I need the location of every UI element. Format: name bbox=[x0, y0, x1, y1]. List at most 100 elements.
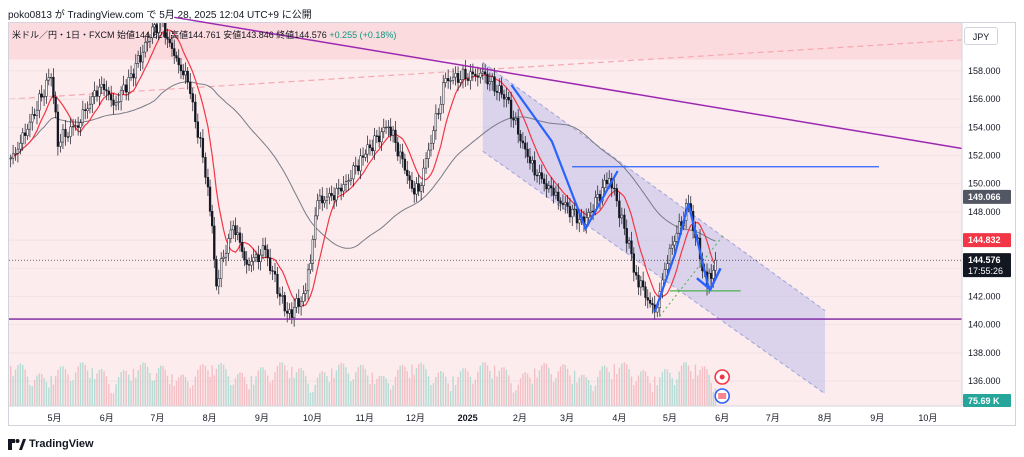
candle-body bbox=[637, 274, 640, 288]
blue-zigzag-2[interactable] bbox=[653, 203, 710, 313]
candle-body bbox=[84, 109, 87, 111]
candle-body bbox=[568, 206, 572, 218]
candle-body bbox=[620, 214, 624, 219]
volume-bar bbox=[479, 365, 481, 406]
candle-body bbox=[166, 36, 169, 40]
volume-bar bbox=[512, 392, 515, 406]
currency-button[interactable]: JPY bbox=[964, 27, 998, 45]
candle-body bbox=[349, 178, 353, 181]
time-axis-tick: 8月 bbox=[203, 413, 217, 423]
candle-body bbox=[33, 114, 36, 116]
volume-bar bbox=[345, 367, 347, 406]
volume-bar bbox=[613, 364, 615, 406]
volume-bar bbox=[669, 372, 671, 406]
tradingview-logo[interactable]: TradingView bbox=[8, 438, 94, 450]
volume-bar bbox=[454, 384, 457, 406]
candle-body bbox=[415, 183, 418, 195]
time-axis-tick: 7月 bbox=[150, 413, 164, 423]
candle-body bbox=[234, 225, 237, 235]
volume-bar bbox=[153, 380, 156, 406]
price-axis-tick: 158.000 bbox=[968, 66, 1001, 76]
volume-bar bbox=[350, 381, 352, 406]
volume-bar bbox=[215, 368, 218, 406]
volume-bar bbox=[608, 372, 610, 406]
volume-bar bbox=[628, 369, 630, 406]
candle-body bbox=[151, 26, 154, 39]
candle-body bbox=[399, 151, 402, 157]
candle-body bbox=[632, 253, 635, 273]
candle-body bbox=[396, 142, 399, 157]
volume-bar bbox=[173, 385, 175, 406]
volume-bar bbox=[357, 367, 359, 406]
volume-bar bbox=[697, 375, 699, 406]
time-axis-tick: 7月 bbox=[766, 413, 780, 423]
candle-body bbox=[220, 258, 223, 279]
symbol-label[interactable]: 米ドル／円・1日・FXCM bbox=[12, 30, 115, 40]
candle-body bbox=[538, 172, 541, 176]
candle-body bbox=[175, 55, 178, 59]
candle-body bbox=[368, 144, 372, 149]
volume-bar bbox=[157, 368, 160, 406]
volume-bar bbox=[477, 371, 479, 406]
candle-body bbox=[189, 81, 192, 94]
candle-body bbox=[243, 251, 246, 261]
volume-bar bbox=[269, 382, 271, 406]
candle-body bbox=[571, 209, 574, 218]
time-axis-tick: 10月 bbox=[918, 413, 937, 423]
volume-bar bbox=[654, 376, 656, 406]
candle-body bbox=[493, 76, 496, 92]
candle-body bbox=[254, 254, 258, 258]
economic-event-jp-dot bbox=[719, 374, 725, 380]
volume-bar bbox=[578, 377, 580, 406]
down-trendline[interactable] bbox=[174, 16, 963, 150]
volume-bar bbox=[552, 381, 555, 406]
volume-bar bbox=[122, 369, 125, 406]
volume-bar bbox=[692, 378, 694, 406]
publish-header: poko0813 が TradingView.com で 5月 28, 2025… bbox=[0, 0, 1024, 22]
volume-bar bbox=[647, 375, 649, 406]
volume-bar bbox=[128, 374, 130, 406]
candle-body bbox=[194, 101, 197, 123]
candle-body bbox=[498, 85, 501, 93]
volume-bar bbox=[239, 372, 241, 406]
volume-bar bbox=[164, 369, 166, 406]
blue-arrow[interactable] bbox=[696, 267, 722, 292]
volume-bar bbox=[529, 377, 531, 406]
candle-body bbox=[618, 200, 621, 219]
candle-body bbox=[323, 199, 326, 204]
volume-bar bbox=[569, 375, 571, 406]
volume-bar bbox=[469, 376, 472, 406]
volume-bar bbox=[484, 362, 486, 406]
volume-bar bbox=[673, 384, 676, 406]
volume-bar bbox=[166, 375, 169, 406]
volume-bar bbox=[135, 377, 137, 406]
volume-bar bbox=[331, 368, 333, 406]
candle-body bbox=[605, 180, 609, 185]
volume-bar bbox=[284, 365, 286, 406]
candle-body bbox=[420, 185, 423, 192]
candle-body bbox=[589, 210, 592, 213]
candle-body bbox=[335, 188, 338, 201]
candle-body bbox=[466, 78, 470, 81]
candle-body bbox=[81, 109, 84, 123]
volume-bar bbox=[243, 377, 246, 406]
candle-body bbox=[509, 99, 513, 119]
blue-zigzag-1[interactable] bbox=[510, 84, 619, 232]
volume-bar bbox=[204, 365, 207, 406]
candle-body bbox=[91, 96, 94, 105]
volume-bar bbox=[36, 375, 38, 406]
volume-bar bbox=[255, 376, 257, 406]
candle-body bbox=[100, 84, 103, 88]
volume-bar bbox=[437, 372, 440, 406]
candle-body bbox=[268, 257, 272, 271]
price-axis-tick: 142.000 bbox=[968, 292, 1001, 302]
countdown-label: 17:55:26 bbox=[968, 266, 1003, 276]
candle-body bbox=[173, 48, 176, 56]
candle-body bbox=[266, 249, 269, 259]
volume-bar bbox=[383, 375, 385, 406]
candle-body bbox=[469, 71, 472, 81]
volume-bar bbox=[587, 379, 590, 406]
candle-body bbox=[112, 99, 115, 106]
price-axis-tick: 156.000 bbox=[968, 94, 1001, 104]
